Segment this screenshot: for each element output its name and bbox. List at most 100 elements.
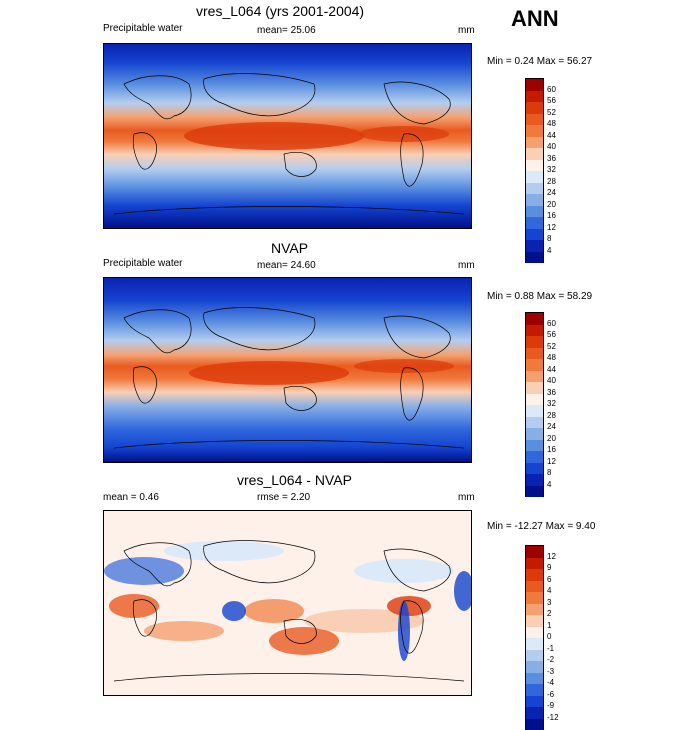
colorbar-label: 44 xyxy=(547,131,556,140)
colorbar-cell xyxy=(525,78,544,91)
colorbar-label: -6 xyxy=(547,690,554,699)
colorbar-cell xyxy=(525,206,544,218)
colorbar-cell xyxy=(525,719,544,730)
colorbar-cell xyxy=(525,229,544,241)
colorbar-cell xyxy=(525,569,544,581)
colorbar-label: 1 xyxy=(547,621,551,630)
colorbar-cell xyxy=(525,194,544,206)
colorbar-cell xyxy=(525,160,544,172)
colorbar-cell xyxy=(525,325,544,337)
colorbar-cell xyxy=(525,217,544,229)
colorbar-label: 16 xyxy=(547,211,556,220)
colorbar-cell xyxy=(525,707,544,719)
colorbar-cell xyxy=(525,615,544,627)
colorbar-label: 3 xyxy=(547,598,551,607)
panel1-variable: Precipitable water xyxy=(103,23,182,34)
colorbar-cell xyxy=(525,627,544,639)
colorbar-label: 48 xyxy=(547,353,556,362)
colorbar-label: 36 xyxy=(547,154,556,163)
colorbar-cell xyxy=(525,417,544,429)
colorbar-cell xyxy=(525,359,544,371)
colorbar-label: 8 xyxy=(547,468,551,477)
colorbar-label: 12 xyxy=(547,552,556,561)
panel1-range: Min = 0.24 Max = 56.27 xyxy=(487,56,592,67)
colorbar-label: 20 xyxy=(547,200,556,209)
colorbar-cell xyxy=(525,545,544,558)
colorbar-label: -12 xyxy=(547,713,559,722)
colorbar-cell xyxy=(525,405,544,417)
colorbar-cell xyxy=(525,650,544,662)
colorbar-cell xyxy=(525,252,544,264)
colorbar-label: 48 xyxy=(547,119,556,128)
colorbar-label: 9 xyxy=(547,563,551,572)
colorbar-cell xyxy=(525,638,544,650)
colorbar-label: 4 xyxy=(547,246,551,255)
colorbar-cell xyxy=(525,114,544,126)
panel2-map xyxy=(103,277,472,463)
panel2-variable: Precipitable water xyxy=(103,258,182,269)
colorbar-cell xyxy=(525,348,544,360)
colorbar-cell xyxy=(525,581,544,593)
colorbar-label: 44 xyxy=(547,365,556,374)
colorbar-cell xyxy=(525,137,544,149)
colorbar-label: 28 xyxy=(547,411,556,420)
colorbar-cell xyxy=(525,463,544,475)
colorbar-label: 60 xyxy=(547,319,556,328)
panel2-units: mm xyxy=(458,260,475,271)
panel2-title: NVAP xyxy=(271,240,308,256)
panel1-title: vres_L064 (yrs 2001-2004) xyxy=(196,3,364,19)
colorbar-label: 52 xyxy=(547,342,556,351)
colorbar-label: 36 xyxy=(547,388,556,397)
panel1-map xyxy=(103,43,472,229)
panel1-units: mm xyxy=(458,25,475,36)
colorbar-label: 60 xyxy=(547,85,556,94)
colorbar-label: 12 xyxy=(547,457,556,466)
colorbar-cell xyxy=(525,451,544,463)
colorbar-cell xyxy=(525,394,544,406)
colorbar-label: 8 xyxy=(547,234,551,243)
colorbar-cell xyxy=(525,240,544,252)
colorbar-label: 40 xyxy=(547,376,556,385)
colorbar-label: 2 xyxy=(547,609,551,618)
colorbar-label: -9 xyxy=(547,701,554,710)
colorbar-label: -1 xyxy=(547,644,554,653)
colorbar-cell xyxy=(525,125,544,137)
colorbar-cell xyxy=(525,661,544,673)
panel3-rmse: rmse = 2.20 xyxy=(257,492,310,503)
colorbar-label: 56 xyxy=(547,330,556,339)
colorbar-cell xyxy=(525,684,544,696)
colorbar-label: 40 xyxy=(547,142,556,151)
colorbar-cell xyxy=(525,428,544,440)
colorbar-label: 12 xyxy=(547,223,556,232)
colorbar-cell xyxy=(525,336,544,348)
colorbar-cell xyxy=(525,696,544,708)
colorbar-cell xyxy=(525,604,544,616)
colorbar-label: 20 xyxy=(547,434,556,443)
colorbar-cell xyxy=(525,148,544,160)
colorbar-label: 24 xyxy=(547,422,556,431)
colorbar-cell xyxy=(525,486,544,498)
colorbar-label: 32 xyxy=(547,399,556,408)
colorbar-cell xyxy=(525,371,544,383)
colorbar-label: -2 xyxy=(547,655,554,664)
panel1-mean: mean= 25.06 xyxy=(257,25,316,36)
colorbar-cell xyxy=(525,312,544,325)
colorbar-label: 56 xyxy=(547,96,556,105)
colorbar-label: 24 xyxy=(547,188,556,197)
panel2-range: Min = 0.88 Max = 58.29 xyxy=(487,291,592,302)
panel3-range: Min = -12.27 Max = 9.40 xyxy=(487,521,595,532)
panel2-mean: mean= 24.60 xyxy=(257,260,316,271)
colorbar-cell xyxy=(525,673,544,685)
colorbar-label: 28 xyxy=(547,177,556,186)
colorbar-label: 52 xyxy=(547,108,556,117)
colorbar-cell xyxy=(525,183,544,195)
colorbar-label: 0 xyxy=(547,632,551,641)
colorbar-cell xyxy=(525,102,544,114)
panel3-map xyxy=(103,510,472,696)
colorbar-cell xyxy=(525,474,544,486)
panel3-units: mm xyxy=(458,492,475,503)
colorbar-label: 4 xyxy=(547,586,551,595)
colorbar-label: 32 xyxy=(547,165,556,174)
